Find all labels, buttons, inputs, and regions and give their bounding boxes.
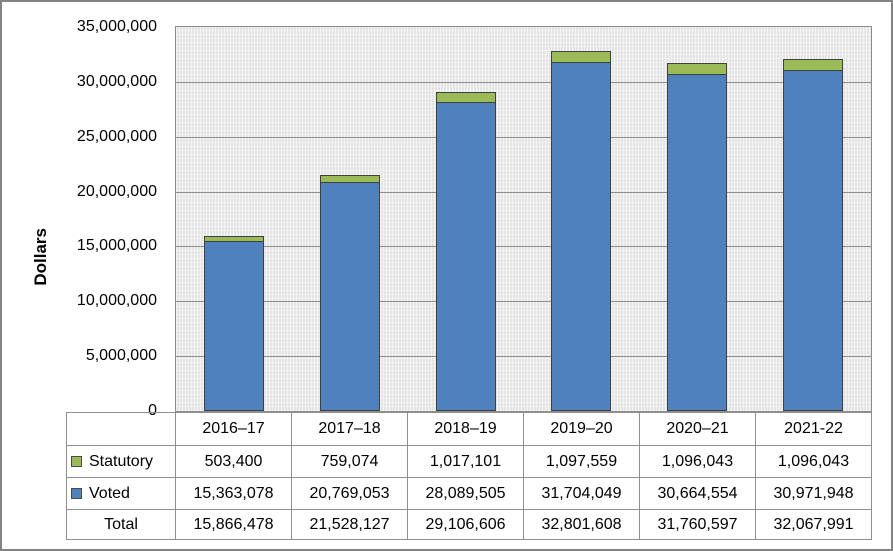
category-label: 2020–21 [639, 412, 756, 446]
gridline [176, 82, 871, 83]
value-cell: 32,067,991 [755, 509, 872, 540]
bar-segment-voted [667, 75, 727, 411]
table-row-statutory: Statutory 503,400 759,074 1,017,101 1,097,55… [66, 445, 872, 478]
value-cell: 31,704,049 [523, 477, 640, 510]
value-cell: 15,866,478 [175, 509, 292, 540]
legend-key-voted [71, 487, 82, 499]
value-cell: 20,769,053 [291, 477, 408, 510]
value-cell: 1,097,559 [523, 445, 640, 478]
value-cell: 30,971,948 [755, 477, 872, 510]
row-header-voted: Voted [66, 477, 176, 510]
data-table: 2016–17 2017–18 2018–19 2019–20 2020–21 2021-… [66, 412, 872, 540]
table-row-total: Total 15,866,478 21,528,127 29,106,606 32,80… [66, 509, 872, 540]
legend-key-statutory [71, 455, 82, 467]
value-cell: 503,400 [175, 445, 292, 478]
gridline [176, 137, 871, 138]
series-label: Total [104, 515, 138, 533]
bar-segment-voted [204, 242, 264, 411]
gridline [176, 246, 871, 247]
category-label: 2018–19 [407, 412, 524, 446]
bar-segment-statutory [320, 175, 380, 183]
bar-2017–18 [320, 175, 380, 411]
y-axis-tick-label: 20,000,000 [76, 183, 157, 200]
category-label: 2017–18 [291, 412, 408, 446]
row-header-statutory: Statutory [66, 445, 176, 478]
y-axis-tick-label: 25,000,000 [76, 128, 157, 145]
y-axis-tick-label: 0 [148, 402, 157, 419]
table-corner-cell [66, 412, 176, 446]
category-label: 2021-22 [755, 412, 872, 446]
y-axis-title: Dollars [30, 64, 52, 450]
value-cell: 15,363,078 [175, 477, 292, 510]
bar-segment-statutory [436, 92, 496, 103]
value-cell: 21,528,127 [291, 509, 408, 540]
bar-2019–20 [551, 51, 611, 411]
bar-2018–19 [436, 92, 496, 411]
series-label: Voted [89, 484, 130, 502]
gridline [176, 192, 871, 193]
category-label: 2016–17 [175, 412, 292, 446]
value-cell: 28,089,505 [407, 477, 524, 510]
gridline [176, 301, 871, 302]
bar-segment-statutory [783, 59, 843, 71]
value-cell: 31,760,597 [639, 509, 756, 540]
table-row-voted: Voted 15,363,078 20,769,053 28,089,505 31,70… [66, 477, 872, 510]
value-cell: 29,106,606 [407, 509, 524, 540]
y-axis-tick-label: 35,000,000 [76, 18, 157, 35]
category-label: 2019–20 [523, 412, 640, 446]
series-label: Statutory [89, 452, 154, 470]
bar-2016–17 [204, 236, 264, 411]
gridline [176, 356, 871, 357]
category-row: 2016–17 2017–18 2018–19 2019–20 2020–21 2021-… [66, 412, 872, 446]
value-cell: 1,017,101 [407, 445, 524, 478]
bar-2021-22 [783, 59, 843, 411]
bar-segment-statutory [204, 236, 264, 242]
plot-area [175, 26, 872, 412]
bar-segment-voted [551, 63, 611, 411]
bar-2020–21 [667, 63, 727, 411]
value-cell: 30,664,554 [639, 477, 756, 510]
value-cell: 32,801,608 [523, 509, 640, 540]
row-header-total: Total [66, 509, 176, 540]
bar-segment-voted [320, 183, 380, 411]
value-cell: 1,096,043 [639, 445, 756, 478]
y-axis-tick-label: 10,000,000 [76, 292, 157, 309]
y-axis-tick-label: 5,000,000 [85, 347, 157, 364]
y-axis-tick-label: 15,000,000 [76, 237, 157, 254]
bar-segment-statutory [667, 63, 727, 75]
bar-segment-voted [783, 71, 843, 411]
y-axis-tick-label: 30,000,000 [76, 73, 157, 90]
bar-segment-voted [436, 103, 496, 411]
value-cell: 1,096,043 [755, 445, 872, 478]
bar-segment-statutory [551, 51, 611, 63]
value-cell: 759,074 [291, 445, 408, 478]
